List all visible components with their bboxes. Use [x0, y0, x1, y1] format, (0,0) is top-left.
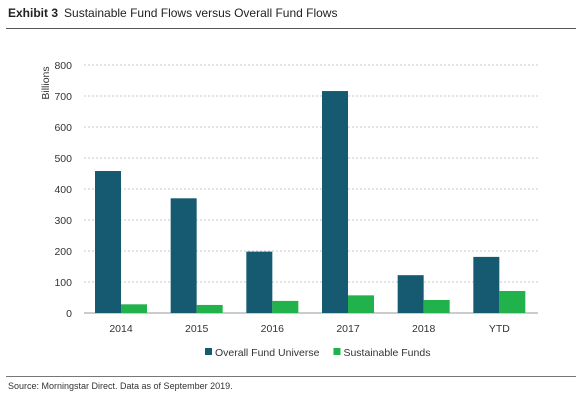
bar-sustainable-2017 [348, 295, 374, 313]
y-tick-label-100: 100 [54, 277, 72, 289]
y-tick-label-0: 0 [66, 308, 72, 320]
x-tick-label-2018: 2018 [412, 323, 436, 335]
bar-overall-2018 [397, 275, 424, 313]
bar-sustainable-YTD [499, 290, 526, 313]
x-tick-label-2015: 2015 [185, 323, 209, 335]
bar-sustainable-2016 [272, 300, 299, 313]
bottom-divider [6, 376, 576, 377]
x-tick-label-2014: 2014 [109, 323, 133, 335]
x-tick-label-2017: 2017 [336, 323, 360, 335]
legend-label-overall: Overall Fund Universe [215, 347, 320, 359]
legend-swatch-overall [205, 348, 212, 355]
legend-label-sustainable: Sustainable Funds [343, 347, 430, 359]
bar-overall-2015 [170, 198, 197, 313]
bar-sustainable-2014 [121, 304, 147, 313]
chart-title: Sustainable Fund Flows versus Overall Fu… [64, 6, 338, 20]
bar-sustainable-2015 [196, 304, 223, 313]
bar-overall-2016 [246, 251, 273, 313]
y-tick-label-500: 500 [54, 153, 72, 165]
x-tick-label-2016: 2016 [261, 323, 285, 335]
y-axis-label: Billions [40, 66, 52, 99]
bar-sustainable-2018 [423, 299, 450, 313]
x-tick-label-YTD: YTD [489, 323, 510, 335]
y-tick-label-600: 600 [54, 122, 72, 134]
y-tick-label-400: 400 [54, 184, 72, 196]
y-tick-label-700: 700 [54, 91, 72, 103]
y-tick-label-800: 800 [54, 60, 72, 72]
exhibit-number: Exhibit 3 [8, 6, 59, 20]
source-note: Source: Morningstar Direct. Data as of S… [8, 381, 233, 391]
bar-overall-2014 [95, 171, 121, 313]
legend-swatch-sustainable [333, 348, 341, 355]
y-tick-label-200: 200 [54, 246, 72, 258]
top-divider [6, 28, 576, 29]
y-tick-label-300: 300 [54, 215, 72, 227]
exhibit-title: Exhibit 3 Sustainable Fund Flows versus O… [8, 6, 337, 20]
bar-overall-2017 [322, 91, 348, 313]
bar-overall-YTD [473, 256, 500, 313]
